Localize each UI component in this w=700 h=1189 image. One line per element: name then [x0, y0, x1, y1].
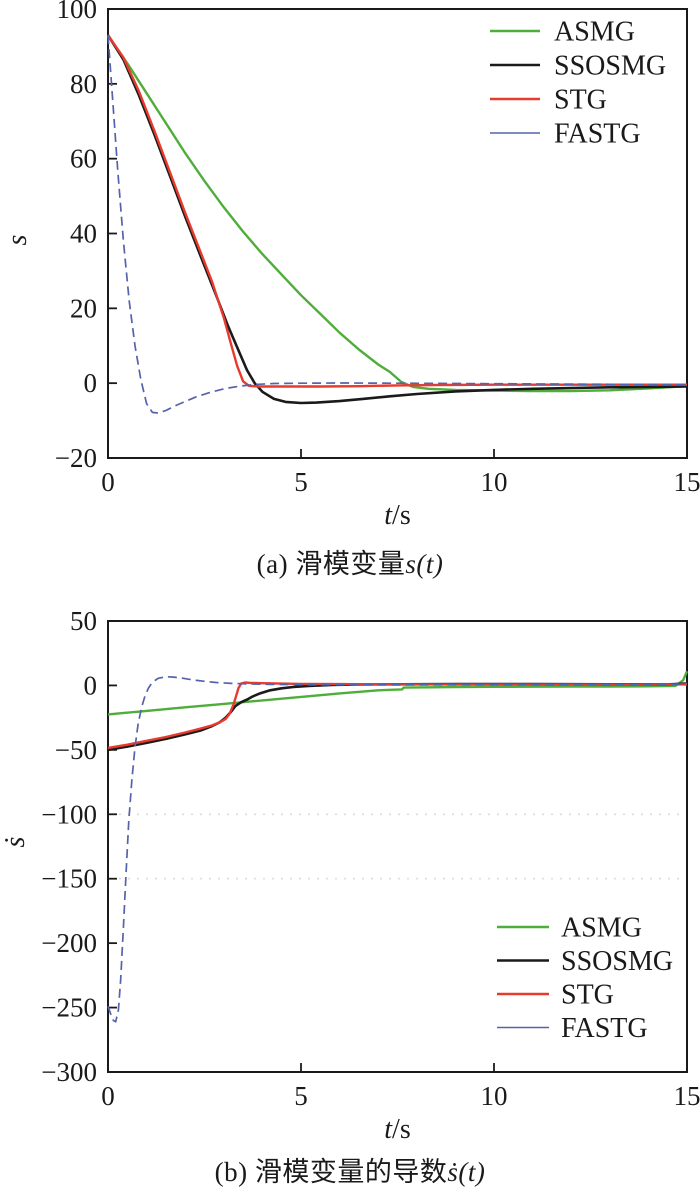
y-tick-label: 60: [70, 144, 97, 174]
y-tick-label: 0: [84, 368, 98, 398]
y-axis-label: s: [2, 234, 33, 245]
x-tick-label: 15: [674, 1081, 700, 1111]
panel-a-caption: (a) 滑模变量s(t): [0, 542, 700, 581]
legend-label-asmg: ASMG: [561, 913, 642, 944]
series-line-ssosmg: [107, 682, 688, 752]
legend-label-ssosmg: SSOSMG: [554, 51, 666, 82]
legend-label-fastg: FASTG: [561, 1013, 648, 1044]
x-tick-label: 5: [294, 1081, 308, 1111]
panel-a-caption-math: s(t): [405, 549, 444, 579]
chart-b-sliding-variable-derivative: 0 5 10 15 −300 −250 −200 −150 −100 −50 0 50 ASMGSSOS…: [0, 606, 700, 1145]
series-line-stg: [107, 34, 687, 388]
legend-label-asmg: ASMG: [554, 17, 635, 48]
y-tick-label: 50: [70, 606, 97, 636]
series-line-asmg: [107, 34, 688, 393]
legend-label-fastg: FASTG: [554, 119, 641, 150]
chart-a-sliding-variable: 0 5 10 15−20020406080100ASMGSSOSMGSTGFASTGt…: [2, 0, 700, 531]
x-tick-label: 15: [674, 467, 700, 497]
x-tick-label: 0: [101, 1081, 115, 1111]
panel-b-caption: (b) 滑模变量的导数ṡ(t): [0, 1150, 700, 1189]
x-tick-label: 5: [294, 467, 308, 497]
y-tick-label: 20: [70, 293, 97, 323]
y-tick-label: 80: [70, 69, 97, 99]
series-line-stg: [107, 681, 687, 750]
y-tick-label: 40: [70, 219, 97, 249]
panel-a-caption-text: (a) 滑模变量: [256, 549, 406, 579]
panel-b-caption-math: ṡ(t): [447, 1157, 486, 1187]
y-tick-label: −50: [55, 735, 97, 765]
y-tick-label: −20: [55, 443, 97, 473]
series-line-fastg: [107, 675, 688, 1023]
y-tick-label: −100: [41, 799, 97, 829]
y-tick-label: −300: [41, 1057, 97, 1087]
panel-b-caption-text: (b) 滑模变量的导数: [214, 1157, 448, 1187]
x-tick-label: 10: [481, 467, 508, 497]
legend-label-stg: STG: [554, 85, 607, 116]
series-line-asmg: [107, 670, 689, 716]
series-line-fastg: [107, 35, 687, 414]
y-tick-label: 100: [57, 0, 98, 24]
plot-frame: [107, 620, 688, 1073]
x-tick-label: 10: [481, 1081, 508, 1111]
y-tick-label: −250: [41, 993, 97, 1023]
y-axis-label: ṡ: [0, 836, 31, 847]
y-tick-label: 0: [84, 670, 98, 700]
legend-label-ssosmg: SSOSMG: [561, 946, 673, 977]
x-tick-label: 0: [101, 467, 115, 497]
x-axis-label: t/s: [384, 500, 410, 531]
series-line-ssosmg: [106, 34, 688, 405]
x-axis-label: t/s: [384, 1114, 410, 1145]
y-tick-label: −150: [41, 864, 97, 894]
y-tick-label: −200: [41, 928, 97, 958]
legend-label-stg: STG: [561, 980, 614, 1011]
